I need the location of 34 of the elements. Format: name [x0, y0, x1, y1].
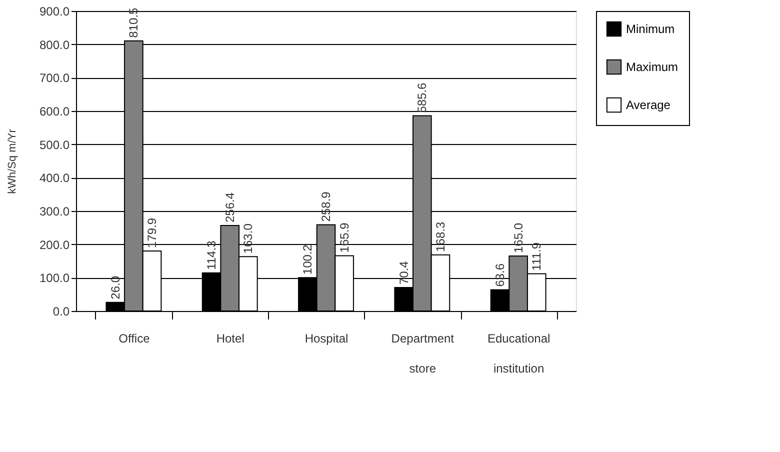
- y-tick-label: 300.0: [39, 204, 70, 218]
- data-label: 26.0: [108, 276, 122, 300]
- category-label: Educational institution: [487, 332, 550, 376]
- data-label: 585.6: [415, 82, 430, 113]
- data-label: 111.9: [530, 242, 544, 271]
- data-label: 256.4: [222, 192, 237, 223]
- data-label: 163.0: [241, 223, 256, 254]
- y-tick-label: 200.0: [39, 238, 70, 252]
- y-tick-label: 700.0: [39, 71, 70, 86]
- data-label: 179.9: [145, 218, 160, 248]
- legend-label: Maximum: [626, 60, 678, 74]
- data-label: 165.9: [337, 222, 352, 253]
- x-tick-label: Office: [118, 332, 150, 346]
- category-label: Department store: [391, 332, 454, 376]
- y-tick-label: 400.0: [39, 171, 70, 186]
- y-tick-label: 100.0: [39, 271, 70, 286]
- data-label: 258.9: [319, 191, 333, 222]
- x-tick-label: Hospital: [304, 332, 348, 346]
- data-label: 63.6: [492, 263, 507, 287]
- y-tick-label: 500.0: [39, 138, 70, 152]
- y-tick-label: 900.0: [39, 4, 70, 18]
- data-label: 100.2: [300, 244, 315, 275]
- y-tick-label: 800.0: [39, 38, 70, 52]
- data-label: 165.0: [511, 222, 526, 253]
- data-label: 114.3: [204, 240, 219, 270]
- y-axis-title: kWh/Sq m/Yr: [6, 128, 18, 194]
- legend-label: Minimum: [626, 22, 675, 36]
- data-label: 168.3: [433, 222, 448, 252]
- x-tick-label: Hotel: [216, 332, 244, 346]
- y-tick-label: 600.0: [39, 104, 70, 118]
- data-label: 810.5: [126, 7, 141, 38]
- y-tick-label: 0.0: [52, 304, 70, 318]
- legend-label: Average: [626, 98, 671, 112]
- data-label: 70.4: [396, 260, 411, 285]
